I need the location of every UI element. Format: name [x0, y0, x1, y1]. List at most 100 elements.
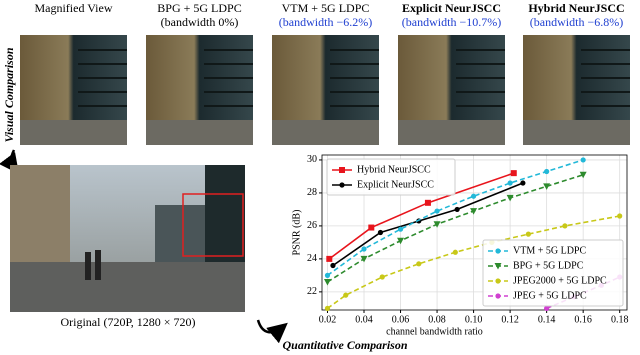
marker: [424, 199, 431, 206]
y-tick-label: 30: [307, 154, 317, 165]
marker: [510, 170, 517, 177]
series: [326, 170, 517, 262]
series: [324, 157, 586, 278]
thumbnail-sublabel: (bandwidth −6.2%): [279, 15, 372, 29]
marker: [397, 226, 404, 232]
legend: VTM + 5G LDPC BPG + 5G LDPC JPEG2000 + 5G …: [482, 239, 624, 307]
marker: [525, 231, 531, 237]
thumbnail-label: VTM + 5G LDPC: [282, 1, 370, 15]
marker: [377, 229, 384, 236]
x-tick-label: 0.18: [611, 314, 629, 325]
marker: [433, 221, 441, 228]
x-tick-label: 0.16: [574, 314, 592, 325]
legend-label: JPEG + 5G LDPC: [513, 290, 587, 301]
marker: [397, 237, 405, 245]
side-label: Visual Comparison: [2, 47, 16, 142]
thumbnail-image: [272, 35, 379, 145]
chart-caption: Quantitative Comparison: [282, 338, 407, 352]
image-street: [272, 120, 379, 145]
marker: [543, 183, 551, 190]
y-tick-label: 28: [307, 187, 317, 198]
marker: [323, 278, 331, 286]
marker: [470, 193, 477, 199]
marker: [434, 208, 440, 214]
x-tick-label: 0.06: [392, 314, 410, 325]
thumbnail-image: [398, 35, 505, 145]
marker: [360, 255, 368, 263]
marker: [368, 224, 375, 231]
marker: [339, 182, 345, 188]
marker: [544, 305, 550, 311]
x-tick-label: 0.10: [465, 314, 483, 325]
marker: [580, 157, 586, 163]
series: [323, 171, 587, 286]
marker: [494, 263, 502, 270]
image-street: [20, 120, 127, 145]
thumbnail-label: Magnified View: [34, 1, 112, 15]
y-tick-label: 26: [307, 220, 317, 231]
marker: [544, 168, 550, 175]
series: [324, 213, 623, 311]
y-tick-label: 22: [307, 286, 317, 297]
marker: [452, 249, 458, 255]
legend: Hybrid NeurJSCC Explicit NeurJSCC: [326, 158, 456, 196]
y-tick-label: 24: [307, 253, 317, 264]
thumbnails: Magnified View BPG + 5G LDPC(bandwidth 0%…: [20, 1, 630, 145]
plot-frame: [321, 154, 628, 311]
x-tick-label: 0.12: [501, 314, 519, 325]
line: [328, 172, 515, 260]
marker: [495, 248, 501, 254]
thumbnail-sublabel: (bandwidth −10.7%): [402, 15, 501, 29]
x-tick-label: 0.08: [428, 314, 446, 325]
line: [327, 174, 584, 283]
marker: [324, 305, 331, 311]
marker: [470, 208, 478, 215]
marker: [495, 293, 501, 299]
thumbnail-sublabel: (bandwidth −6.8%): [530, 15, 623, 29]
y-axis-label: PSNR (dB): [291, 210, 302, 256]
legend-label: JPEG2000 + 5G LDPC: [513, 275, 607, 286]
legend-label: BPG + 5G LDPC: [513, 260, 584, 271]
line: [327, 159, 584, 277]
original-caption: Original (720P, 1280 × 720): [60, 315, 195, 329]
marker: [416, 261, 422, 267]
original-image: [10, 165, 245, 312]
marker: [324, 272, 331, 278]
x-axis-label: channel bandwidth ratio: [386, 326, 483, 337]
image-street: [523, 120, 630, 145]
legend-box: [482, 239, 624, 307]
marker: [379, 274, 385, 280]
marker: [454, 206, 460, 213]
legend-label: Hybrid NeurJSCC: [357, 164, 431, 175]
x-tick-label: 0.02: [319, 314, 337, 325]
thumbnail-label: Hybrid NeurJSCC: [528, 1, 624, 15]
thumbnail-sublabel: (bandwidth 0%): [161, 15, 239, 29]
thumbnail-label: BPG + 5G LDPC: [157, 1, 241, 15]
marker: [495, 278, 501, 284]
marker: [339, 167, 345, 173]
image-street: [146, 120, 253, 145]
marker: [343, 292, 349, 298]
thumbnail-label: Explicit NeurJSCC: [402, 1, 501, 15]
marker: [506, 194, 514, 202]
marker: [520, 180, 526, 186]
marker: [579, 171, 587, 179]
thumbnail-image: [523, 35, 630, 145]
thumbnail-image: [20, 35, 127, 145]
marker: [507, 180, 513, 186]
marker: [617, 213, 623, 219]
arrow: [256, 319, 288, 344]
x-tick-label: 0.14: [538, 314, 556, 325]
legend-label: Explicit NeurJSCC: [357, 179, 434, 190]
thumbnail-image: [146, 35, 253, 145]
legend-box: [326, 158, 456, 196]
legend-label: VTM + 5G LDPC: [513, 245, 586, 256]
x-tick-label: 0.04: [355, 314, 373, 325]
marker: [361, 246, 367, 252]
marker: [562, 223, 568, 229]
chart: 22 24 26 28 30 0.02 0.04 0.06 0.08 0.10 0.12 0.14 0.…: [291, 154, 628, 337]
marker: [326, 255, 333, 262]
image-street: [398, 120, 505, 145]
marker: [330, 262, 336, 269]
